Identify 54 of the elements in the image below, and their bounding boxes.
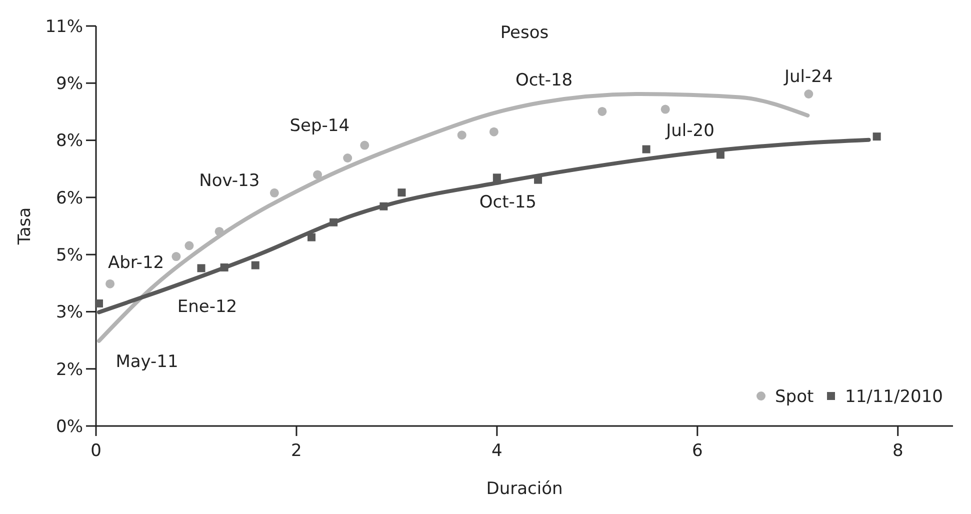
point — [642, 145, 650, 154]
x-tick-label: 4 — [492, 441, 502, 461]
annotation: Oct-18 — [515, 70, 573, 90]
legend-label: Spot — [775, 386, 814, 407]
point — [106, 279, 115, 288]
y-tick-label: 8% — [56, 131, 83, 152]
y-tick-label: 0% — [56, 416, 83, 437]
x-tick-label: 6 — [692, 441, 703, 461]
annotation: Nov-13 — [199, 170, 260, 191]
annotation: Ene-12 — [177, 297, 238, 318]
point — [872, 132, 881, 141]
point — [220, 263, 228, 272]
point — [598, 106, 607, 116]
point — [330, 218, 338, 226]
legend-label: 11/11/2010 — [845, 386, 943, 407]
point — [660, 104, 670, 114]
x-tick-label: 8 — [892, 441, 904, 461]
y-tick-label: 2% — [56, 360, 83, 380]
point — [380, 202, 388, 210]
y-tick-label: 9% — [56, 74, 83, 94]
annotation: Jul-24 — [784, 66, 833, 87]
point — [95, 299, 104, 308]
line-series — [97, 138, 871, 314]
point — [197, 264, 206, 272]
y-tick-label: 11% — [45, 16, 83, 37]
x-tick-label: 2 — [291, 441, 302, 461]
point — [214, 226, 224, 236]
y-tick-label: 3% — [56, 302, 83, 323]
point — [457, 130, 466, 140]
chart-title: Pesos — [500, 22, 549, 43]
annotation: Oct-15 — [479, 192, 537, 213]
y-tick-label: 5% — [56, 246, 83, 266]
x-tick-label: 0 — [90, 441, 102, 461]
point — [716, 150, 724, 159]
point — [343, 154, 352, 162]
y-tick-label: 6% — [56, 188, 83, 208]
point — [398, 188, 406, 197]
point — [308, 233, 316, 242]
point — [251, 261, 260, 270]
point — [489, 127, 498, 136]
point — [172, 252, 181, 262]
point — [184, 241, 194, 250]
y-axis-title: Tasa — [15, 207, 35, 246]
annotation: Sep-14 — [290, 116, 350, 136]
x-axis-title: Duración — [486, 479, 563, 499]
point — [360, 140, 370, 150]
annotation: Jul-20 — [665, 121, 714, 142]
point — [313, 170, 322, 180]
point — [492, 174, 501, 182]
line-series — [97, 92, 810, 343]
point — [804, 90, 814, 98]
annotation: Abr-12 — [108, 252, 164, 273]
annotation: May-11 — [116, 352, 178, 372]
point — [270, 188, 279, 198]
